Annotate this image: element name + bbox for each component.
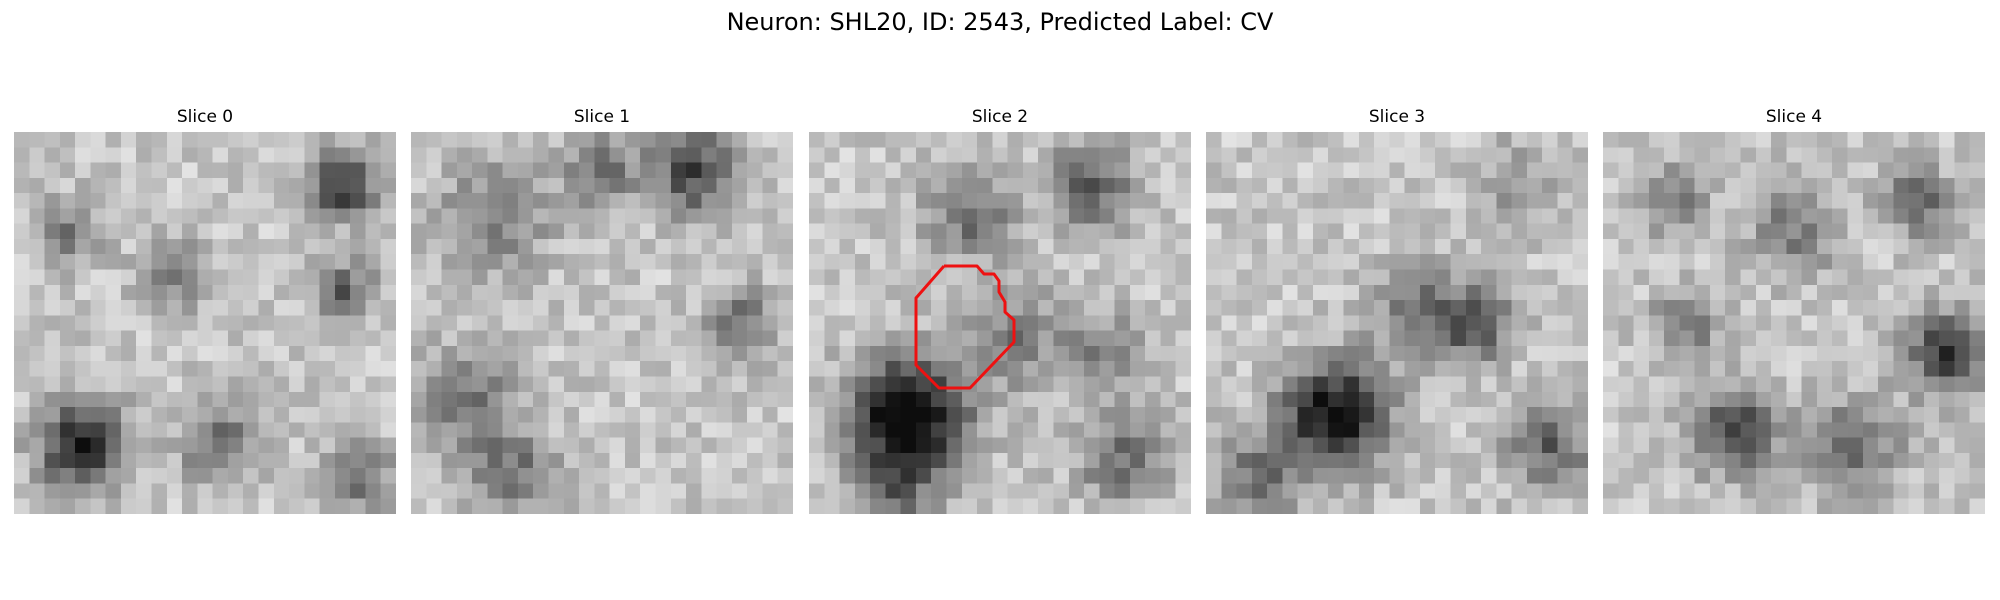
slice-panel-2: Slice 2 [809, 106, 1191, 514]
slice-title: Slice 0 [176, 107, 234, 127]
slice-image [411, 132, 793, 514]
slice-panel-1: Slice 1 [411, 106, 793, 514]
slice-image [809, 132, 1191, 514]
slice-title: Slice 4 [1765, 107, 1823, 127]
slice-panel-0: Slice 0 [14, 106, 396, 514]
slice-panel-3: Slice 3 [1206, 106, 1588, 514]
slice-panel-4: Slice 4 [1603, 106, 1985, 514]
figure-title: Neuron: SHL20, ID: 2543, Predicted Label… [726, 8, 1274, 36]
slice-image [1206, 132, 1588, 514]
slice-title: Slice 2 [971, 107, 1029, 127]
slice-title: Slice 1 [573, 107, 631, 127]
slice-title: Slice 3 [1368, 107, 1426, 127]
slice-image [14, 132, 396, 514]
slice-image [1603, 132, 1985, 514]
